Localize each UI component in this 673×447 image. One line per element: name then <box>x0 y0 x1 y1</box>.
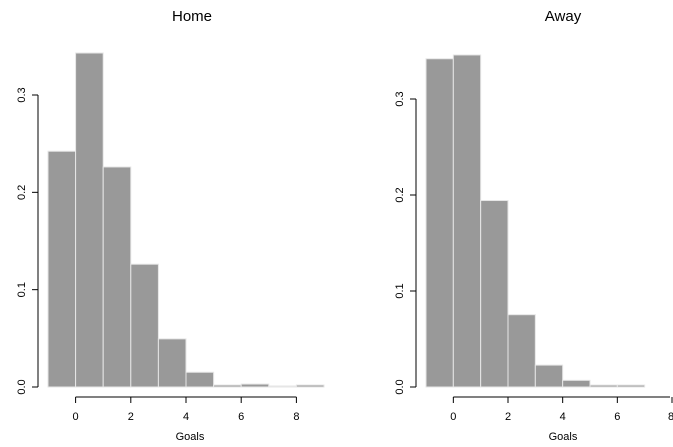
home-y-tick-label: 0.1 <box>16 282 28 297</box>
away-y-tick-label: 0.0 <box>394 379 406 394</box>
away-histogram-bar <box>589 384 618 388</box>
home-x-tick-label: 2 <box>128 411 134 423</box>
away-histogram-bar <box>425 58 454 388</box>
home-histogram-bar <box>268 385 297 388</box>
home-histogram-bar <box>47 150 77 388</box>
home-histogram-bar <box>75 52 104 388</box>
away-chart-title: Away <box>545 8 582 25</box>
away-x-tick-label: 8 <box>668 411 673 423</box>
home-x-tick-label: 4 <box>183 411 189 423</box>
home-histogram-bar <box>130 263 159 388</box>
away-histogram-bar <box>562 379 591 388</box>
away-y-tick-label: 0.2 <box>394 187 406 202</box>
home-x-tick-label: 0 <box>73 411 79 423</box>
home-histogram-bar <box>240 383 270 388</box>
away-y-tick-label: 0.1 <box>394 283 406 298</box>
away-histogram-bar <box>480 200 509 388</box>
home-histogram-bar <box>157 338 187 388</box>
home-y-tick-label: 0.3 <box>16 87 28 102</box>
home-histogram-bar <box>295 384 325 388</box>
away-histogram-bar <box>534 364 564 388</box>
home-y-tick-label: 0.2 <box>16 185 28 200</box>
home-chart-title: Home <box>172 8 212 25</box>
home-x-tick-label: 6 <box>238 411 244 423</box>
away-x-tick-label: 0 <box>450 411 456 423</box>
away-x-tick-label: 2 <box>505 411 511 423</box>
home-histogram-bar <box>213 384 242 388</box>
away-histogram-bar <box>452 54 482 388</box>
away-y-tick-label: 0.3 <box>394 91 406 106</box>
away-x-axis-label: Goals <box>549 431 578 443</box>
home-histogram-panel: Home 0.0 0.1 0.2 0.3 0 2 4 6 8 Goals <box>16 8 325 443</box>
away-x-tick-label: 6 <box>614 411 620 423</box>
home-y-tick-label: 0.0 <box>16 379 28 394</box>
away-x-tick-label: 4 <box>560 411 566 423</box>
home-x-axis-label: Goals <box>176 431 205 443</box>
home-histogram-bar <box>102 166 132 388</box>
away-histogram-bar <box>616 384 646 388</box>
away-histogram-bar <box>507 314 536 388</box>
away-histogram-panel: Away 0.0 0.1 0.2 0.3 0 2 4 6 8 Goals <box>394 8 673 443</box>
home-x-tick-label: 8 <box>293 411 299 423</box>
home-histogram-bar <box>185 371 215 388</box>
